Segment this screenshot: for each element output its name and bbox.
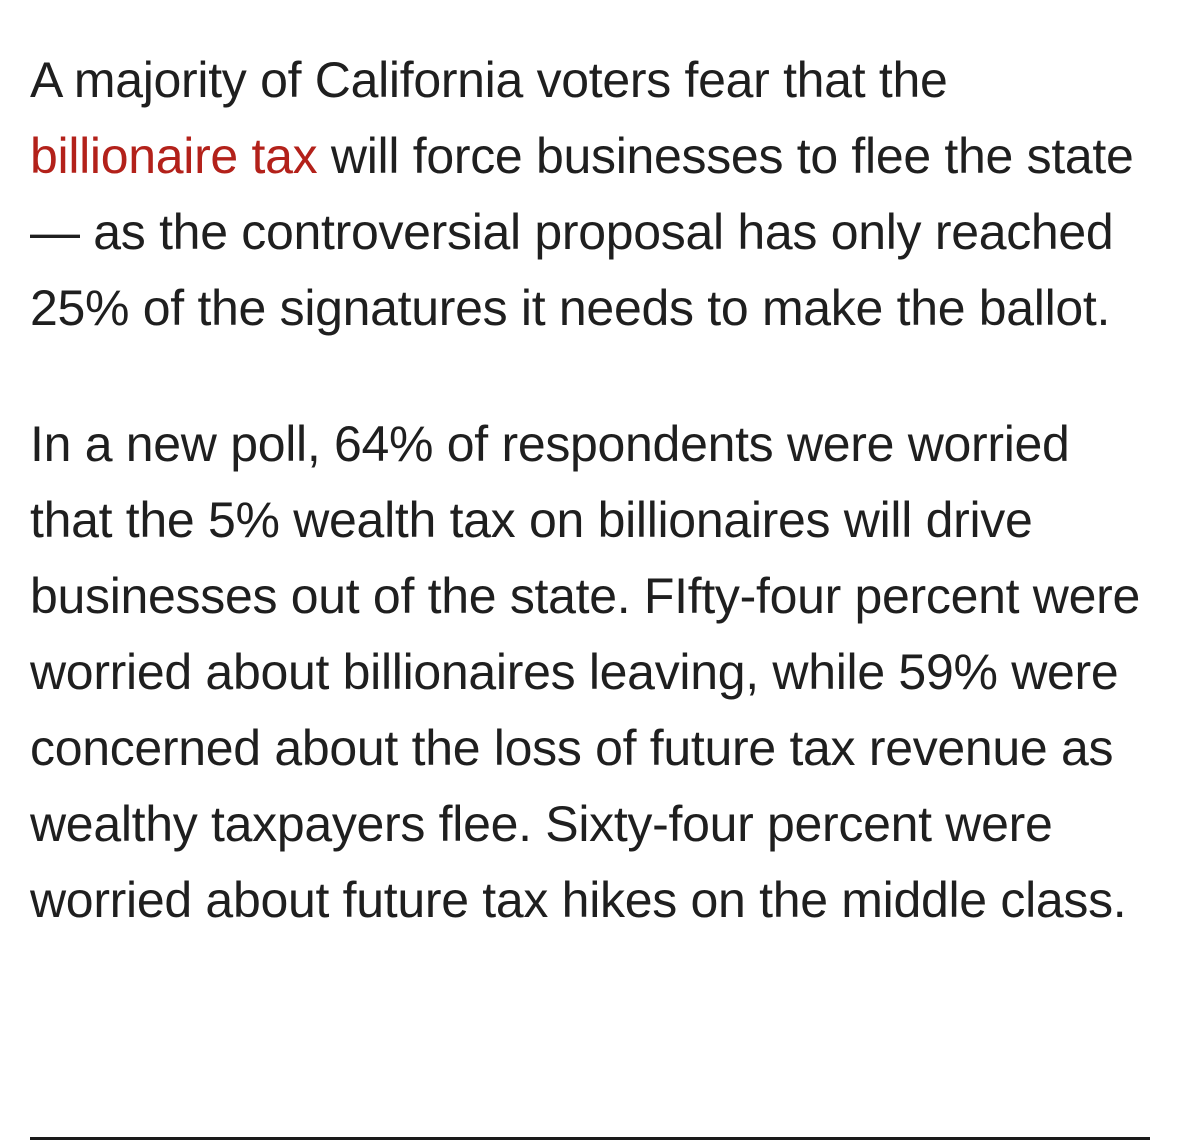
article-paragraph-1: A majority of California voters fear tha… xyxy=(30,42,1160,346)
paragraph-1-trailing-text: will force businesses to flee the state … xyxy=(30,128,1134,336)
paragraph-1-lead-text: A majority of California voters fear tha… xyxy=(30,52,948,108)
billionaire-tax-link[interactable]: billionaire tax xyxy=(30,128,318,184)
article-body: A majority of California voters fear tha… xyxy=(30,42,1160,938)
article-paragraph-2: In a new poll, 64% of respondents were w… xyxy=(30,416,1140,928)
section-divider xyxy=(30,1137,1150,1140)
